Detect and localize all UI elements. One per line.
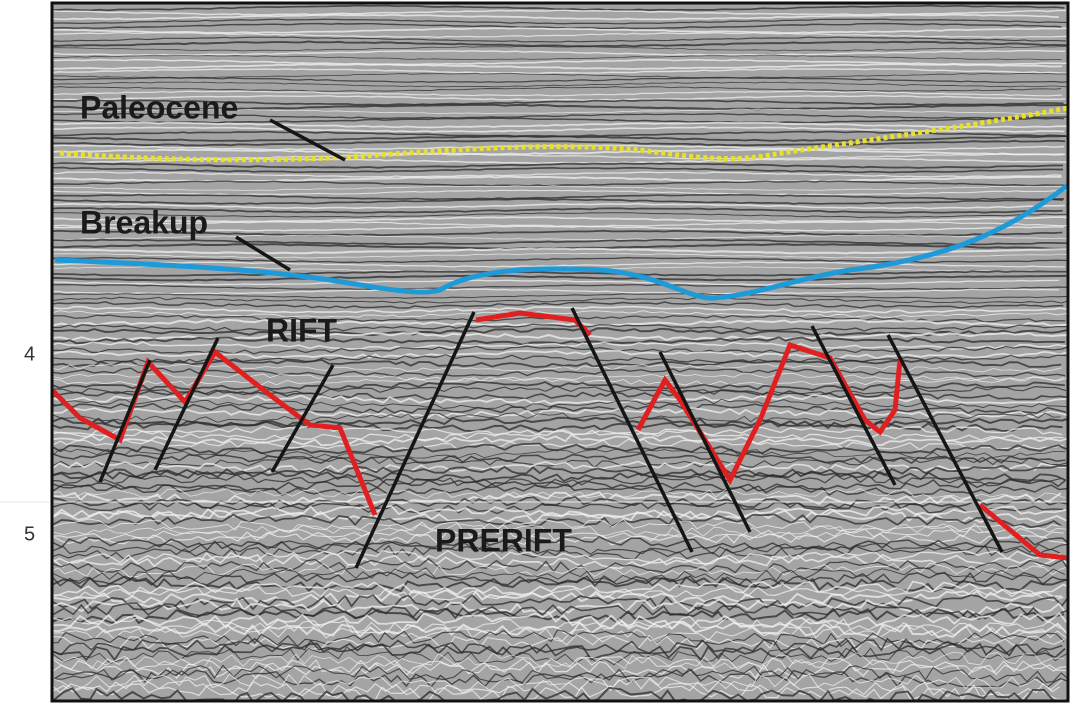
paleocene-label: Paleocene (80, 89, 238, 125)
breakup-label: Breakup (80, 204, 208, 240)
prerift-label: PRERIFT (435, 522, 572, 558)
seismic-section: Paleocene Breakup RIFT PRERIFT 4 5 (0, 0, 1070, 704)
time-tick-label: 5 (24, 523, 35, 545)
time-tick-label: 4 (24, 343, 35, 365)
rift-label: RIFT (266, 312, 338, 348)
